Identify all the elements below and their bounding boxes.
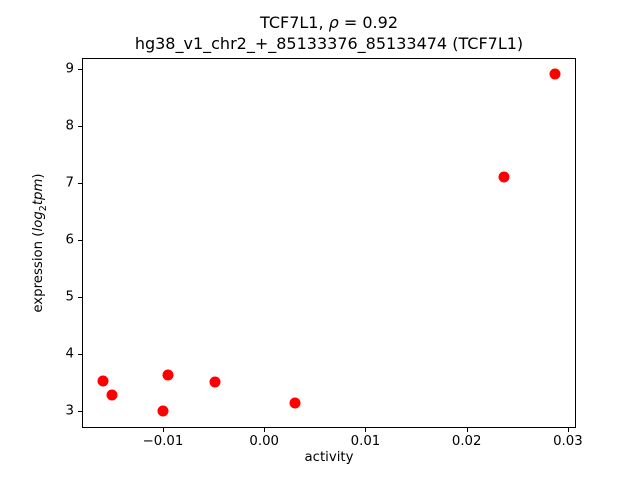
y-tick-label: 3 xyxy=(65,403,74,419)
data-point xyxy=(549,68,561,80)
ylabel-subscript: 2 xyxy=(37,205,49,212)
y-tick-label: 5 xyxy=(65,289,74,305)
chart-subtitle: hg38_v1_chr2_+_85133376_85133474 (TCF7L1… xyxy=(134,34,524,53)
x-tick-label: 0.01 xyxy=(350,434,381,449)
data-point xyxy=(97,375,109,387)
y-tick-label: 8 xyxy=(65,118,74,134)
ylabel-tpm: tpm xyxy=(31,178,47,206)
data-point xyxy=(162,369,174,381)
title-gene-text: TCF7L1, xyxy=(259,13,329,32)
data-point xyxy=(289,397,301,409)
x-tick-label: 0.02 xyxy=(451,434,482,449)
y-tick-label: 4 xyxy=(65,346,74,362)
data-point xyxy=(498,171,510,183)
x-tick-mark xyxy=(466,428,468,432)
x-tick-label: 0.00 xyxy=(249,434,280,449)
y-tick-label: 6 xyxy=(65,232,74,248)
x-axis-label: activity xyxy=(304,450,354,465)
chart-title: TCF7L1, ρ = 0.92 hg38_v1_chr2_+_85133376… xyxy=(82,12,576,54)
x-tick-label: 0.03 xyxy=(553,434,583,449)
chart-title-line1: TCF7L1, ρ = 0.92 xyxy=(82,12,576,33)
y-tick-label: 7 xyxy=(65,175,74,191)
x-tick-mark xyxy=(567,428,569,432)
y-tick-mark xyxy=(78,183,82,185)
y-tick-mark xyxy=(78,297,82,299)
data-point xyxy=(209,376,221,388)
y-tick-mark xyxy=(78,410,82,412)
title-rho-symbol: ρ xyxy=(328,13,339,32)
data-point xyxy=(106,389,118,401)
y-tick-mark xyxy=(78,126,82,128)
x-tick-mark xyxy=(264,428,266,432)
ylabel-prefix: expression ( xyxy=(31,231,47,313)
title-rho-value: = 0.92 xyxy=(338,13,398,32)
ylabel-close: ) xyxy=(31,173,47,179)
plot-area xyxy=(82,58,576,428)
y-tick-mark xyxy=(78,69,82,71)
y-tick-label: 9 xyxy=(65,61,74,77)
x-tick-mark xyxy=(162,428,164,432)
x-tick-mark xyxy=(365,428,367,432)
y-tick-mark xyxy=(78,240,82,242)
data-point xyxy=(157,405,169,417)
y-axis-label: expression (log2tpm) xyxy=(31,173,49,312)
x-tick-label: −0.01 xyxy=(142,434,184,449)
ylabel-log: log xyxy=(31,211,47,232)
y-tick-mark xyxy=(78,354,82,355)
